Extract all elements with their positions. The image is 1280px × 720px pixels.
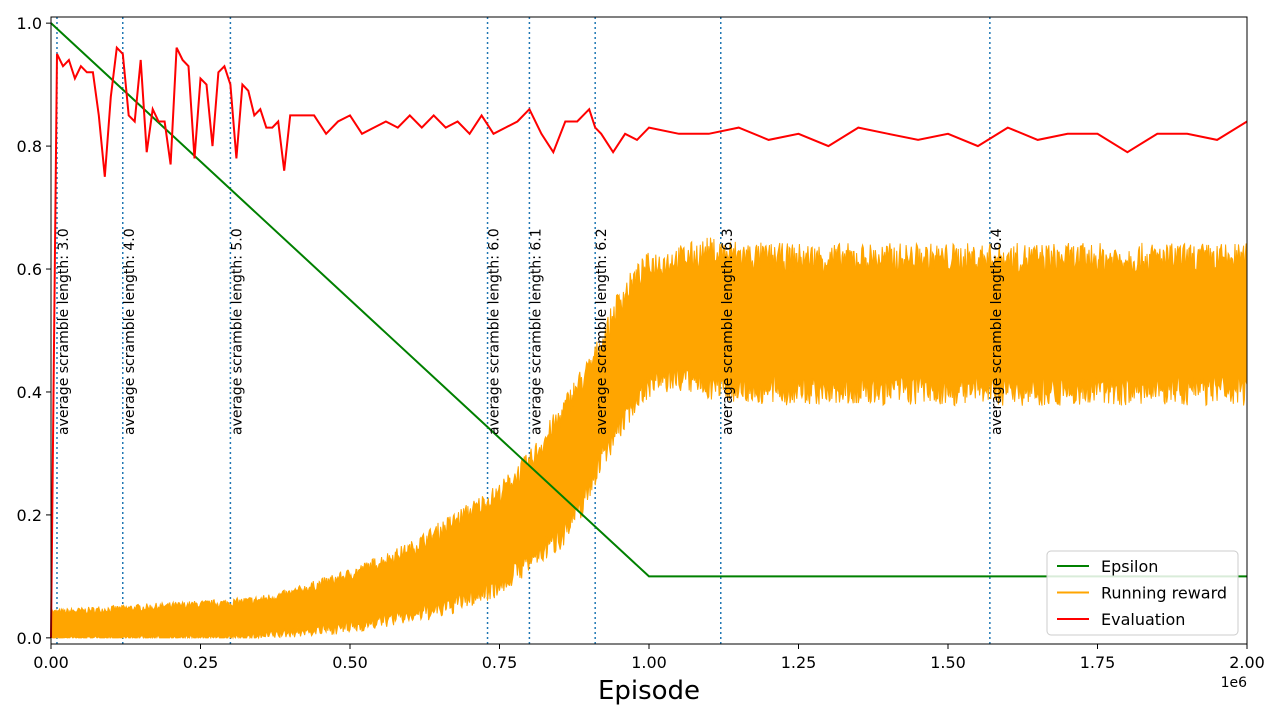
series-line-evaluation	[50, 45, 1248, 638]
y-tick-label: 0.4	[17, 383, 42, 402]
annotation-label: average scramble length: 6.0	[487, 228, 503, 435]
annotation-label: average scramble length: 6.2	[594, 228, 610, 435]
x-tick-label: 0.00	[33, 653, 69, 672]
x-tick-label: 1.25	[781, 653, 817, 672]
x-tick-label: 2.00	[1229, 653, 1265, 672]
y-tick-label: 0.8	[17, 137, 42, 156]
annotation-label: average scramble length: 6.1	[528, 228, 544, 435]
x-tick-label: 1.50	[930, 653, 966, 672]
legend: Epsilon Running reward Evaluation	[1046, 550, 1239, 636]
annotation-label: average scramble length: 5.0	[229, 228, 245, 435]
x-tick-label: 0.75	[482, 653, 518, 672]
y-axis: 0.0 0.2 0.4 0.6 0.8 1.0	[17, 14, 51, 648]
annotation-label: average scramble length: 6.4	[989, 228, 1005, 435]
legend-entry: Epsilon	[1101, 557, 1158, 576]
legend-entry: Running reward	[1101, 584, 1227, 603]
y-tick-label: 0.0	[17, 629, 42, 648]
y-tick-label: 0.2	[17, 506, 42, 525]
x-axis: 0.00 0.25 0.50 0.75 1.00 1.25 1.50 1.75 2.00	[33, 644, 1265, 672]
annotation-labels: average scramble length: 3.0 average scra…	[56, 228, 1005, 435]
x-tick-label: 0.50	[332, 653, 368, 672]
x-tick-label: 1.75	[1080, 653, 1116, 672]
x-axis-offset-label: 1e6	[1221, 675, 1248, 691]
legend-box	[1046, 550, 1239, 636]
annotation-label: average scramble length: 6.3	[720, 228, 736, 435]
y-tick-label: 0.6	[17, 260, 42, 279]
x-tick-label: 1.00	[631, 653, 667, 672]
annotation-label: average scramble length: 4.0	[122, 228, 138, 435]
x-tick-label: 0.25	[183, 653, 219, 672]
annotation-label: average scramble length: 3.0	[56, 228, 72, 435]
y-tick-label: 1.0	[17, 14, 42, 33]
legend-entry: Evaluation	[1101, 610, 1185, 629]
x-axis-title: Episode	[598, 676, 700, 706]
